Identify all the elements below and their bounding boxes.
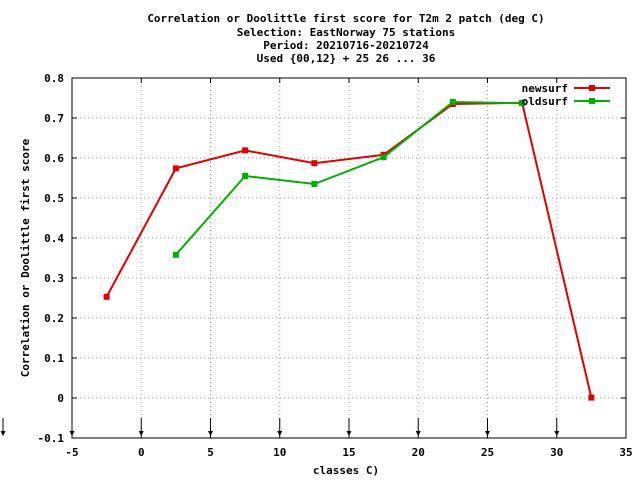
data-point-oldsurf	[242, 173, 249, 179]
y-tick-label: 0.6	[44, 152, 64, 165]
x-tick-label: 20	[412, 446, 425, 459]
data-point-newsurf	[103, 293, 110, 300]
title-line-4: Used {00,12} + 25 26 ... 36	[257, 52, 436, 65]
y-tick-label: 0	[57, 392, 64, 405]
arrow-marker-head	[346, 431, 352, 436]
arrow-marker-head	[69, 431, 75, 436]
y-tick-label: 0.1	[44, 352, 64, 365]
data-point-newsurf	[242, 147, 249, 154]
y-tick-label: 0.2	[44, 312, 64, 325]
arrow-marker-head	[485, 431, 490, 436]
y-tick-label: -0.1	[38, 432, 65, 445]
title-line-2: Selection: EastNorway 75 stations	[237, 26, 456, 39]
x-tick-label: 0	[138, 446, 145, 459]
x-tick-label: -5	[65, 446, 78, 459]
arrow-marker-head	[415, 431, 421, 436]
arrow-marker-head	[138, 431, 144, 436]
arrow-marker-head	[0, 431, 6, 436]
arrow-markers	[0, 418, 560, 436]
x-tick-label: 25	[481, 446, 494, 459]
y-tick-label: 0.3	[44, 272, 64, 285]
grid-layer	[72, 78, 626, 438]
y-axis-label: Correlation or Doolittle first score	[19, 138, 32, 377]
chart-title: Correlation or Doolittle first score for…	[147, 12, 544, 65]
legend-label: oldsurf	[522, 95, 568, 108]
data-point-oldsurf	[311, 181, 318, 187]
data-point-oldsurf	[519, 100, 526, 107]
series-line-oldsurf	[175, 100, 523, 256]
data-point-oldsurf	[172, 251, 179, 258]
arrow-marker-head	[277, 431, 283, 436]
x-tick-label: 15	[342, 446, 355, 459]
title-line-1: Correlation or Doolittle first score for…	[147, 12, 544, 25]
x-axis-label: classes C)	[313, 464, 379, 477]
legend-swatch-marker	[589, 98, 595, 104]
y-tick-label: 0.4	[44, 232, 64, 245]
y-tick-label: 0.5	[44, 192, 64, 205]
y-tick-label: 0.7	[44, 112, 64, 125]
data-point-oldsurf	[380, 154, 387, 161]
data-point-newsurf	[588, 394, 595, 401]
ticks-layer: -5 0 5 10 15 20 25 30 35 -0.1 0 0.1 0.2 0.3 0.4 0.5 0.6 0…	[38, 72, 633, 459]
legend-label: newsurf	[522, 82, 568, 95]
x-tick-label: 35	[619, 446, 632, 459]
arrow-marker-head	[554, 431, 560, 436]
x-tick-label: 5	[207, 446, 214, 459]
series-layer	[103, 99, 595, 401]
data-point-newsurf	[311, 160, 318, 167]
x-tick-label: 10	[273, 446, 286, 459]
data-point-oldsurf	[449, 99, 456, 105]
data-point-newsurf	[172, 165, 179, 172]
arrow-marker-head	[208, 431, 213, 436]
y-tick-label: 0.8	[44, 72, 64, 85]
x-tick-label: 30	[550, 446, 563, 459]
legend-swatch-marker	[589, 85, 595, 91]
title-line-3: Period: 20210716-20210724	[263, 39, 429, 52]
